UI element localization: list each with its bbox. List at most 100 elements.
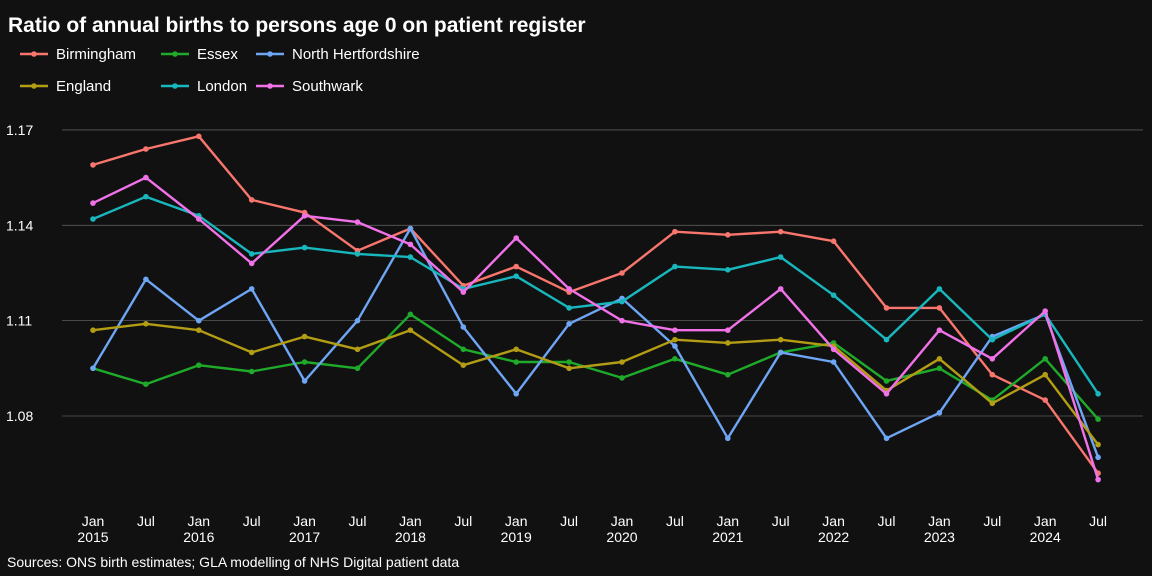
data-point-essex xyxy=(513,359,519,365)
x-tick-label: Jan xyxy=(611,513,634,529)
y-tick-label: 1.08 xyxy=(6,408,33,424)
data-point-north-hertfordshire xyxy=(566,321,572,327)
x-tick-label: Jan xyxy=(399,513,422,529)
legend-key-point xyxy=(267,83,273,89)
data-point-essex xyxy=(619,375,625,381)
data-point-north-hertfordshire xyxy=(830,359,837,365)
data-point-london xyxy=(513,273,519,280)
data-point-north-hertfordshire xyxy=(196,317,202,324)
data-point-london xyxy=(830,292,837,299)
data-point-north-hertfordshire xyxy=(672,343,678,349)
legend-item-essex: Essex xyxy=(161,46,238,63)
data-point-birmingham xyxy=(830,238,837,244)
legend-item-southwark: Southwark xyxy=(256,78,363,95)
data-point-london xyxy=(566,305,572,311)
data-point-north-hertfordshire xyxy=(248,286,255,292)
data-point-essex xyxy=(936,365,943,372)
y-tick-label: 1.11 xyxy=(6,313,32,329)
data-point-north-hertfordshire xyxy=(777,349,784,356)
data-point-southwark xyxy=(989,356,996,362)
x-tick-label: Jul xyxy=(983,513,1001,529)
data-point-london xyxy=(143,193,149,200)
chart-title: Ratio of annual births to persons age 0 … xyxy=(8,14,586,37)
x-tick-label: Jul xyxy=(1089,513,1107,529)
x-tick-label: Jul xyxy=(560,513,578,529)
data-point-england xyxy=(407,327,414,334)
data-point-southwark xyxy=(830,346,837,353)
x-tick-year-label: 2020 xyxy=(606,529,637,545)
data-point-london xyxy=(989,336,996,343)
legend-key-point xyxy=(31,83,37,89)
data-point-england xyxy=(354,346,361,353)
data-point-southwark xyxy=(1095,476,1101,483)
data-point-essex xyxy=(196,362,202,369)
x-tick-year-label: 2024 xyxy=(1030,529,1061,545)
data-point-north-hertfordshire xyxy=(513,391,519,397)
data-point-essex xyxy=(143,381,149,388)
data-point-essex xyxy=(566,359,572,365)
data-point-southwark xyxy=(619,317,625,324)
data-point-england xyxy=(1042,371,1048,378)
x-tick-label: Jan xyxy=(822,513,845,529)
data-point-essex xyxy=(1095,416,1101,423)
legend-label: Essex xyxy=(197,46,238,63)
data-point-north-hertfordshire xyxy=(725,435,731,442)
data-point-london xyxy=(1095,391,1101,397)
data-point-essex xyxy=(672,356,678,362)
data-point-london xyxy=(777,254,784,260)
data-point-london xyxy=(619,298,625,305)
data-point-essex xyxy=(407,311,414,318)
series-layer xyxy=(90,133,1101,483)
data-point-north-hertfordshire xyxy=(407,225,414,232)
data-point-southwark xyxy=(301,213,308,219)
data-point-essex xyxy=(883,378,890,384)
legend: Birmingham Essex North Hertfordshire Englan… xyxy=(20,46,420,95)
data-point-england xyxy=(619,359,625,365)
series-north-hertfordshire xyxy=(90,225,1101,461)
data-point-essex xyxy=(725,371,731,378)
series-birmingham xyxy=(90,133,1101,477)
data-point-north-hertfordshire xyxy=(90,365,96,372)
x-tick-label: Jul xyxy=(666,513,684,529)
x-tick-label: Jul xyxy=(243,513,261,529)
x-tick-year-label: 2019 xyxy=(501,529,532,545)
grid-lines xyxy=(62,129,1143,417)
x-tick-label: Jul xyxy=(772,513,790,529)
x-tick-year-label: 2017 xyxy=(289,529,320,545)
data-point-essex xyxy=(460,346,467,353)
data-point-birmingham xyxy=(936,305,943,311)
legend-item-north-hertfordshire: North Hertfordshire xyxy=(256,46,420,63)
chart-caption: Sources: ONS birth estimates; GLA modell… xyxy=(7,554,459,570)
legend-label: England xyxy=(56,78,111,95)
data-point-london xyxy=(725,267,731,273)
data-point-england xyxy=(513,346,519,353)
legend-key-point xyxy=(31,51,37,57)
y-tick-label: 1.17 xyxy=(6,122,33,138)
y-axis: 1.08 1.11 1.14 1.17 xyxy=(6,122,33,424)
data-point-london xyxy=(354,251,361,257)
legend-key-point xyxy=(172,51,178,57)
data-point-southwark xyxy=(777,286,784,292)
data-point-england xyxy=(989,400,996,407)
data-point-england xyxy=(725,340,731,346)
x-tick-label: Jul xyxy=(137,513,155,529)
x-tick-label: Jan xyxy=(717,513,740,529)
x-tick-label: Jul xyxy=(454,513,472,529)
legend-label: Southwark xyxy=(292,78,363,95)
data-point-southwark xyxy=(513,235,519,241)
legend-item-london: London xyxy=(161,78,247,95)
data-point-southwark xyxy=(725,327,731,334)
data-point-southwark xyxy=(143,174,149,181)
data-point-london xyxy=(301,244,308,251)
data-point-london xyxy=(936,286,943,292)
x-tick-label: Jan xyxy=(1034,513,1057,529)
x-tick-label: Jul xyxy=(878,513,896,529)
legend-item-england: England xyxy=(20,78,111,95)
data-point-southwark xyxy=(460,289,467,295)
data-point-north-hertfordshire xyxy=(1095,454,1101,461)
x-tick-label: Jan xyxy=(505,513,528,529)
data-point-england xyxy=(460,362,467,369)
data-point-southwark xyxy=(248,260,255,267)
series-line-birmingham xyxy=(91,135,1100,475)
